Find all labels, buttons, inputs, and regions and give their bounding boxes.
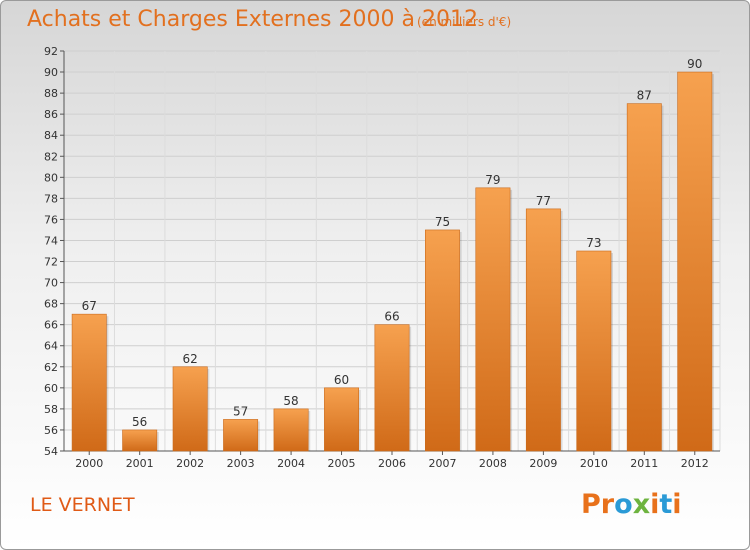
y-tick-label: 60 [44,382,58,395]
logo-letter: o [614,489,633,520]
bar-2003 [223,419,259,452]
logo-letter: i [650,489,660,520]
x-tick-label: 2007 [428,457,456,470]
bar-2008 [475,187,511,452]
value-label: 90 [687,57,702,71]
bar-2004 [273,408,309,452]
commune-name: LE VERNET [30,494,135,516]
value-label: 79 [485,173,500,187]
y-tick-label: 76 [44,213,58,226]
y-tick-label: 80 [44,171,58,184]
bar-2000 [71,313,107,452]
bar-2012 [677,71,713,452]
x-tick-label: 2010 [580,457,608,470]
logo-letter: x [632,489,651,520]
y-tick-label: 86 [44,108,58,121]
value-label: 66 [384,310,399,324]
y-tick-label: 72 [44,256,58,269]
y-tick-label: 66 [44,319,58,332]
y-tick-label: 92 [44,45,58,58]
y-tick-label: 74 [44,234,58,247]
value-label: 73 [586,236,601,250]
y-tick-label: 54 [44,445,58,458]
chart-subtitle: (en milliers d'€) [417,15,512,29]
bar-2010 [576,250,612,452]
logo-letter: P [581,489,601,520]
value-label: 62 [183,352,198,366]
value-label: 57 [233,404,248,418]
x-tick-label: 2009 [529,457,557,470]
value-label: 75 [435,215,450,229]
y-tick-label: 56 [44,424,58,437]
x-tick-label: 2001 [126,457,154,470]
x-tick-label: 2005 [328,457,356,470]
logo-letter: r [600,489,615,520]
bar-2007 [425,229,460,452]
labels: 54 56 58 60 62 64 66 68 70 72 74 76 78 80 82 84 86 88 90 92… [44,45,709,470]
x-tick-label: 2006 [378,457,406,470]
bar-2011 [626,103,662,452]
y-tick-label: 70 [44,277,58,290]
y-tick-label: 82 [44,150,58,163]
value-label: 56 [132,415,147,429]
x-tick-label: 2012 [681,457,709,470]
bar-2006 [374,324,410,452]
x-tick-label: 2008 [479,457,507,470]
bar-2002 [172,366,208,452]
logo-letter: i [672,489,682,520]
x-tick-label: 2003 [227,457,255,470]
value-label: 60 [334,373,349,387]
y-tick-label: 90 [44,66,58,79]
bar-2005 [324,387,359,452]
x-tick-label: 2000 [75,457,103,470]
y-tick-label: 88 [44,87,58,100]
bar-2001 [122,429,158,452]
logo-letter: t [659,489,673,520]
proxiti-logo: Proxiti [581,489,682,520]
y-tick-label: 84 [44,129,58,142]
y-tick-label: 68 [44,298,58,311]
bar-2009 [525,208,561,452]
y-tick-label: 78 [44,192,58,205]
y-tick-label: 62 [44,361,58,374]
value-label: 87 [637,89,652,103]
y-tick-label: 64 [44,340,58,353]
x-tick-label: 2002 [176,457,204,470]
value-label: 67 [82,299,97,313]
chart-title: Achats et Charges Externes 2000 à 2012 [27,7,478,32]
y-tick-label: 58 [44,403,58,416]
bars [71,71,714,452]
value-label: 58 [283,394,298,408]
x-tick-label: 2011 [630,457,658,470]
x-tick-label: 2004 [277,457,305,470]
value-label: 77 [536,194,551,208]
